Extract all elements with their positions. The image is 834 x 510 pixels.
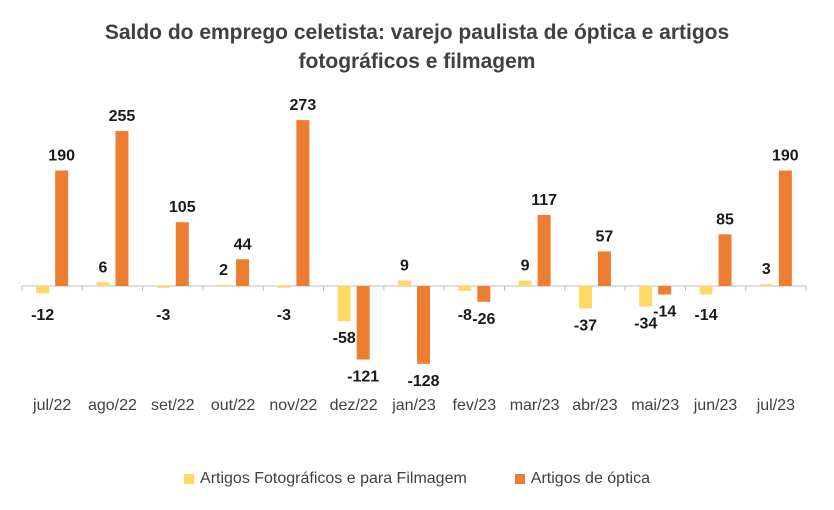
legend-item-optica: Artigos de óptica	[514, 470, 650, 488]
bar-fotograficos-nov-22	[277, 286, 291, 288]
data-label-fotograficos-ago-22: 6	[99, 259, 108, 276]
data-label-fotograficos-abr-23: -37	[574, 317, 597, 334]
bar-fotograficos-set-22	[156, 286, 170, 288]
bar-optica-abr-23	[597, 251, 611, 286]
x-tick-label-out-22: out/22	[211, 397, 256, 414]
data-label-optica-jun-23: 85	[716, 211, 734, 228]
data-label-optica-jul-23: 190	[772, 148, 799, 165]
bar-optica-out-22	[236, 259, 250, 286]
data-label-fotograficos-mar-23: 9	[521, 258, 530, 275]
x-tick-label-jul-22: jul/22	[32, 397, 71, 414]
x-tick-label-fev-23: fev/23	[453, 397, 497, 414]
legend-label-optica: Artigos de óptica	[530, 470, 650, 487]
bar-fotograficos-jun-23	[699, 286, 713, 295]
data-label-fotograficos-nov-22: -3	[277, 307, 291, 324]
legend: Artigos Fotográficos e para Filmagem Art…	[0, 470, 834, 488]
bar-optica-nov-22	[296, 120, 310, 286]
data-label-fotograficos-out-22: 2	[219, 262, 228, 279]
bar-optica-mai-23	[658, 286, 672, 295]
bar-optica-ago-22	[115, 131, 129, 286]
data-label-optica-set-22: 105	[169, 199, 196, 216]
data-label-optica-dez-22: -121	[347, 369, 379, 386]
x-tick-label-ago-22: ago/22	[88, 397, 137, 414]
bar-fotograficos-mar-23	[518, 280, 532, 286]
bar-optica-jun-23	[718, 234, 732, 286]
bar-fotograficos-jan-23	[398, 280, 411, 286]
chart-title: Saldo do emprego celetista: varejo pauli…	[0, 18, 834, 76]
data-label-optica-fev-23: -26	[472, 311, 495, 328]
bar-fotograficos-fev-23	[458, 286, 472, 291]
bar-optica-mar-23	[537, 214, 551, 286]
data-label-optica-jul-22: 190	[48, 148, 75, 165]
legend-label-fotograficos: Artigos Fotográficos e para Filmagem	[200, 470, 467, 487]
legend-swatch-optica	[514, 474, 525, 484]
legend-item-fotograficos: Artigos Fotográficos e para Filmagem	[184, 470, 467, 488]
bar-fotograficos-out-22	[217, 284, 231, 286]
data-label-fotograficos-jan-23: 9	[400, 258, 409, 275]
data-label-optica-jan-23: -128	[407, 373, 439, 390]
x-tick-label-mar-23: mar/23	[510, 397, 560, 414]
data-label-optica-mai-23: -14	[653, 304, 676, 321]
bar-optica-jan-23	[417, 286, 430, 364]
data-label-fotograficos-jun-23: -14	[694, 307, 717, 324]
data-label-fotograficos-jul-23: 3	[762, 261, 771, 278]
bar-fotograficos-dez-22	[337, 286, 351, 322]
x-tick-label-set-22: set/22	[151, 397, 195, 414]
data-label-optica-nov-22: 273	[290, 97, 317, 114]
x-tick-label-nov-22: nov/22	[269, 397, 317, 414]
x-tick-label-dez-22: dez/22	[330, 397, 378, 414]
bar-optica-fev-23	[477, 286, 491, 302]
data-label-fotograficos-set-22: -3	[156, 307, 170, 324]
chart-title-line-2: fotográficos e filmagem	[298, 50, 536, 73]
bar-fotograficos-jul-23	[759, 284, 773, 286]
x-tick-label-mai-23: mai/23	[631, 397, 679, 414]
legend-swatch-fotograficos	[184, 474, 195, 484]
data-label-optica-out-22: 44	[234, 236, 252, 253]
x-tick-label-jul-23: jul/23	[756, 397, 795, 414]
bar-fotograficos-jul-22	[36, 286, 50, 294]
bar-fotograficos-ago-22	[96, 282, 110, 286]
data-label-fotograficos-mai-23: -34	[634, 316, 657, 333]
bar-optica-set-22	[175, 222, 189, 286]
bar-optica-jul-22	[55, 170, 69, 286]
bar-fotograficos-abr-23	[578, 286, 592, 309]
data-label-optica-mar-23: 117	[531, 192, 557, 209]
data-label-optica-ago-22: 255	[109, 108, 136, 125]
x-tick-label-abr-23: abr/23	[572, 397, 617, 414]
data-label-optica-abr-23: 57	[596, 228, 614, 245]
bar-optica-jul-23	[778, 170, 792, 286]
bar-fotograficos-mai-23	[639, 286, 653, 307]
x-tick-label-jan-23: jan/23	[391, 397, 436, 414]
data-label-fotograficos-dez-22: -58	[333, 330, 356, 347]
bar-optica-dez-22	[356, 286, 370, 360]
x-tick-label-jun-23: jun/23	[693, 397, 738, 414]
chart-title-line-1: Saldo do emprego celetista: varejo pauli…	[104, 21, 730, 44]
data-label-fotograficos-jul-22: -12	[31, 307, 54, 324]
data-label-fotograficos-fev-23: -8	[458, 307, 472, 324]
